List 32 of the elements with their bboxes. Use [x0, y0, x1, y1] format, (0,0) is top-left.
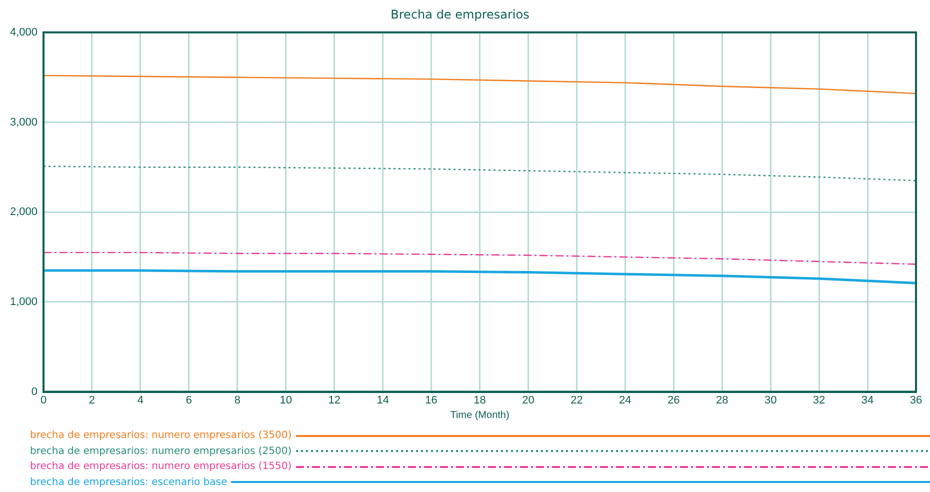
x-tick-label: 22: [570, 394, 583, 406]
y-tick-label: 0: [31, 386, 38, 398]
x-tick-label: 28: [716, 394, 728, 406]
text: brecha de empresarios: numero empresarios (2500): [30, 446, 292, 457]
x-tick-label: 6: [186, 394, 192, 406]
chart-title: Brecha de empresarios: [390, 7, 530, 22]
y-tick-label: 3,000: [10, 116, 38, 128]
x-tick-label: 4: [137, 394, 144, 406]
x-tick-label: 32: [812, 394, 826, 406]
x-tick-label: 16: [425, 394, 438, 406]
text: brecha de empresarios: escenario base: [30, 476, 228, 488]
x-tick-label: 18: [474, 394, 486, 406]
y-tick-label: 1,000: [10, 296, 38, 308]
y-tick-label: 2,000: [10, 206, 38, 218]
text: brecha de empresarios: numero empresarios (1550): [30, 461, 292, 472]
x-tick-label: 24: [619, 394, 632, 406]
x-tick-label: 36: [910, 394, 922, 406]
x-tick-label: 14: [376, 394, 389, 406]
x-axis-title: Time (Month): [450, 410, 510, 421]
x-tick-label: 30: [764, 394, 777, 406]
x-tick-label: 10: [280, 394, 292, 406]
x-tick-label: 20: [522, 394, 534, 406]
x-tick-label: 0: [40, 394, 47, 406]
x-tick-label: 8: [234, 394, 240, 406]
x-tick-label: 12: [328, 394, 340, 406]
y-tick-label: 4,000: [10, 26, 38, 38]
x-tick-label: 34: [861, 394, 874, 406]
x-tick-label: 2: [88, 394, 96, 406]
x-tick-label: 26: [668, 394, 680, 406]
text: brecha de empresarios: numero empresarios (3500): [30, 430, 292, 442]
line-series: [44, 252, 916, 265]
line-series: [44, 166, 916, 182]
